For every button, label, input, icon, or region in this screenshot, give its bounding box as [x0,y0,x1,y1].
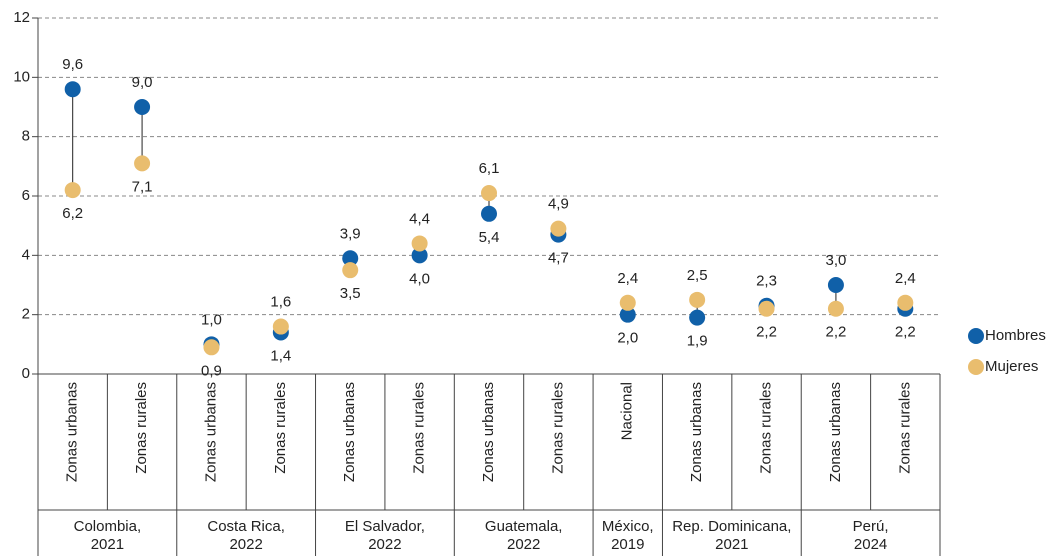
value-label: 2,4 [617,270,638,287]
value-label: 4,7 [548,250,569,267]
dot [827,300,844,317]
value-label: 6,2 [62,205,83,222]
x-tick-label: Zonas rurales [133,382,150,474]
group-label: Colombia, 2021 [73,518,142,553]
x-tick-label: Zonas rurales [272,382,289,474]
group-label: México, 2019 [601,518,654,553]
dot [827,277,844,293]
value-label: 3,0 [825,252,846,269]
y-tick-label: 4 [22,246,30,263]
dot [342,262,359,279]
value-label: 2,3 [756,273,777,290]
value-label: 3,9 [340,225,361,242]
value-label: 1,6 [270,294,291,311]
value-label: 2,2 [756,324,777,341]
dot [550,220,567,237]
y-tick-label: 10 [13,68,30,85]
dot [411,247,428,264]
legend-label: Hombres [985,327,1046,344]
dot [134,99,151,115]
legend-marker [968,328,984,344]
x-tick-label: Zonas urbanas [64,382,81,482]
dot [689,291,706,308]
dot [342,250,359,267]
y-tick-label: 0 [22,365,30,382]
x-tick-label: Zonas urbanas [341,382,358,482]
dot [64,182,81,199]
x-tick-label: Zonas rurales [896,382,913,474]
group-label: Guatemala, 2022 [484,518,563,553]
group-label: Rep. Dominicana, 2021 [672,518,792,553]
value-label: 9,0 [132,74,153,91]
dot [619,294,636,311]
x-tick-label: Zonas rurales [549,382,566,474]
dot [897,294,914,311]
value-label: 2,2 [825,324,846,341]
value-label: 9,6 [62,56,83,73]
x-tick-label: Zonas urbanas [688,382,705,482]
y-tick-label: 6 [22,187,30,204]
x-tick-label: Zonas urbanas [202,382,219,482]
value-label: 1,9 [687,333,708,350]
dot [272,318,289,335]
dot [758,300,775,317]
group-label: Perú, 2024 [852,518,889,553]
y-tick-label: 2 [22,306,30,323]
x-tick-label: Zonas rurales [758,382,775,474]
group-label: Costa Rica, 2022 [207,518,285,553]
value-label: 2,5 [687,267,708,284]
value-label: 1,0 [201,311,222,328]
value-label: 4,4 [409,210,430,227]
dot [64,81,81,98]
value-label: 0,9 [201,362,222,379]
value-label: 4,9 [548,196,569,213]
value-label: 6,1 [479,160,500,177]
x-tick-label: Nacional [619,382,636,440]
dot [134,155,151,172]
dot [411,235,428,252]
x-tick-label: Zonas urbanas [827,382,844,482]
value-label: 3,5 [340,285,361,302]
x-tick-label: Zonas urbanas [480,382,497,482]
value-label: 1,4 [270,347,291,364]
value-label: 4,0 [409,270,430,287]
dot [689,309,706,326]
value-label: 7,1 [132,178,153,195]
group-label: El Salvador, 2022 [344,518,425,553]
y-tick-label: 12 [13,9,30,26]
value-label: 2,4 [895,270,916,287]
dot [481,185,497,202]
y-tick-label: 8 [22,128,30,145]
value-label: 2,2 [895,324,916,341]
legend-marker [968,359,984,375]
legend-label: Mujeres [985,358,1038,375]
dot [203,339,220,356]
dot [481,205,497,222]
value-label: 5,4 [479,229,500,246]
dot [619,306,636,323]
x-tick-label: Zonas rurales [411,382,428,474]
value-label: 2,0 [617,330,638,347]
